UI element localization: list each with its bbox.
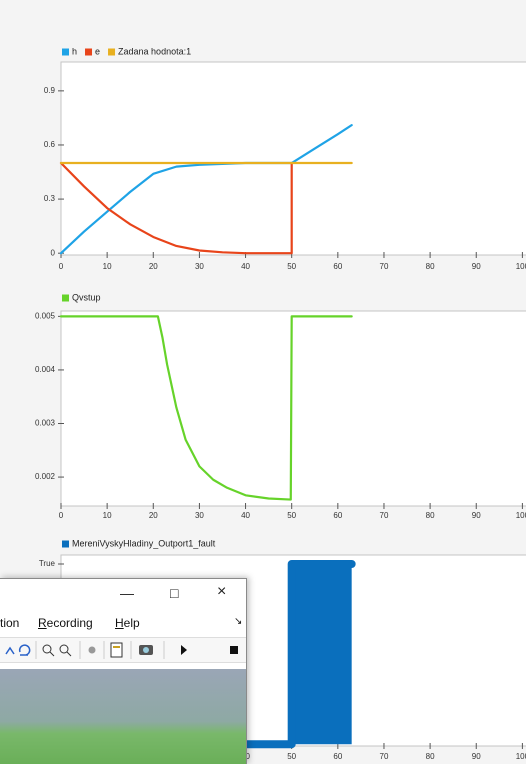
tool-icon[interactable]	[60, 645, 68, 653]
plot-area	[61, 311, 526, 506]
y-tick-label: 0.002	[35, 472, 56, 481]
tool-icon[interactable]	[6, 648, 14, 654]
page: {"chart_data": [ {"type": "line", "x": […	[0, 0, 526, 763]
x-tick-label: 100	[516, 262, 526, 271]
x-tick-label: 0	[59, 262, 64, 271]
play-button[interactable]	[181, 645, 187, 655]
x-tick-label: 40	[241, 262, 250, 271]
menu-more[interactable]: ↘	[234, 616, 242, 627]
legend-label: Zadana hodnota:1	[118, 46, 191, 56]
legend-label: MereniVyskyHladiny_Outport1_fault	[72, 538, 216, 548]
app-window: — □ × tion Recording Help ↘	[0, 578, 247, 764]
x-tick-label: 20	[149, 262, 158, 271]
legend-swatch	[62, 295, 69, 302]
x-tick-label: 80	[426, 262, 435, 271]
legend-swatch	[108, 49, 115, 56]
x-tick-label: 90	[472, 262, 481, 271]
y-tick-label: 0.003	[35, 419, 56, 428]
x-tick-label: 60	[333, 511, 342, 520]
legend-label: e	[95, 46, 100, 56]
tool-icon[interactable]	[89, 647, 96, 654]
tool-icon	[113, 646, 120, 648]
stop-button[interactable]	[230, 646, 238, 654]
menu-item[interactable]: Help	[115, 616, 140, 630]
toolbar	[0, 637, 246, 663]
legend-label: Qvstup	[72, 292, 101, 302]
x-tick-label: 60	[333, 262, 342, 271]
title-bar: — □ ×	[0, 579, 246, 609]
x-tick-label: 80	[426, 511, 435, 520]
menu-item[interactable]: tion	[0, 616, 19, 630]
x-tick-label: 50	[287, 262, 296, 271]
x-tick-label: 10	[103, 511, 112, 520]
tool-icon	[143, 647, 149, 653]
legend-label: h	[72, 46, 77, 56]
x-tick-label: 70	[380, 511, 389, 520]
tool-icon	[50, 652, 54, 656]
y-tick-label: 0.004	[35, 365, 56, 374]
close-button[interactable]: ×	[217, 583, 226, 601]
y-tick-label: 0.6	[44, 140, 56, 149]
x-tick-label: 90	[472, 511, 481, 520]
y-tick-label: 0	[51, 248, 56, 257]
x-tick-label: 10	[103, 262, 112, 271]
x-tick-label: 80	[426, 752, 435, 761]
tool-icon[interactable]	[111, 643, 122, 657]
tool-icon[interactable]	[20, 645, 30, 655]
x-tick-label: 30	[195, 511, 204, 520]
x-tick-label: 30	[195, 262, 204, 271]
menu-bar: tion Recording Help ↘	[0, 612, 246, 634]
x-tick-label: 90	[472, 752, 481, 761]
toolbar-icons	[0, 638, 246, 662]
plot-area	[61, 62, 526, 255]
x-tick-label: 70	[380, 262, 389, 271]
x-tick-label: 100	[516, 752, 526, 761]
x-tick-label: 20	[149, 511, 158, 520]
x-tick-label: 0	[59, 511, 64, 520]
y-tick-label: 0.005	[35, 311, 56, 320]
tool-icon	[67, 652, 71, 656]
maximize-button[interactable]: □	[170, 585, 178, 601]
x-tick-label: 60	[333, 752, 342, 761]
legend-swatch	[62, 49, 69, 56]
minimize-button[interactable]: —	[120, 585, 134, 601]
3d-viewport	[0, 669, 246, 764]
x-tick-label: 50	[287, 511, 296, 520]
menu-item[interactable]: Recording	[38, 616, 93, 630]
x-tick-label: 40	[241, 511, 250, 520]
y-tick-label: True	[39, 559, 56, 568]
tool-icon[interactable]	[43, 645, 51, 653]
x-tick-label: 70	[380, 752, 389, 761]
x-tick-label: 50	[287, 752, 296, 761]
y-tick-label: 0.3	[44, 194, 56, 203]
x-tick-label: 100	[516, 511, 526, 520]
legend-swatch	[85, 49, 92, 56]
y-tick-label: 0.9	[44, 86, 56, 95]
legend-swatch	[62, 541, 69, 548]
